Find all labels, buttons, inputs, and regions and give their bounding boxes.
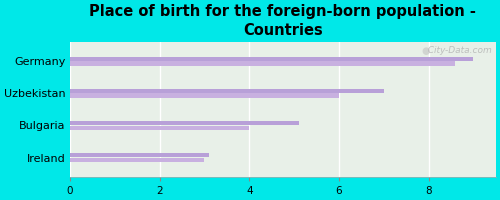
- Bar: [70, 126, 250, 130]
- Bar: [70, 121, 298, 125]
- Text: ●: ●: [422, 46, 430, 56]
- Text: City-Data.com: City-Data.com: [422, 46, 492, 55]
- Bar: [70, 93, 339, 98]
- Title: Place of birth for the foreign-born population -
Countries: Place of birth for the foreign-born popu…: [90, 4, 476, 38]
- Bar: [70, 158, 204, 162]
- Bar: [70, 89, 384, 93]
- Bar: [70, 61, 456, 66]
- Bar: [70, 57, 473, 61]
- Bar: [70, 153, 209, 157]
